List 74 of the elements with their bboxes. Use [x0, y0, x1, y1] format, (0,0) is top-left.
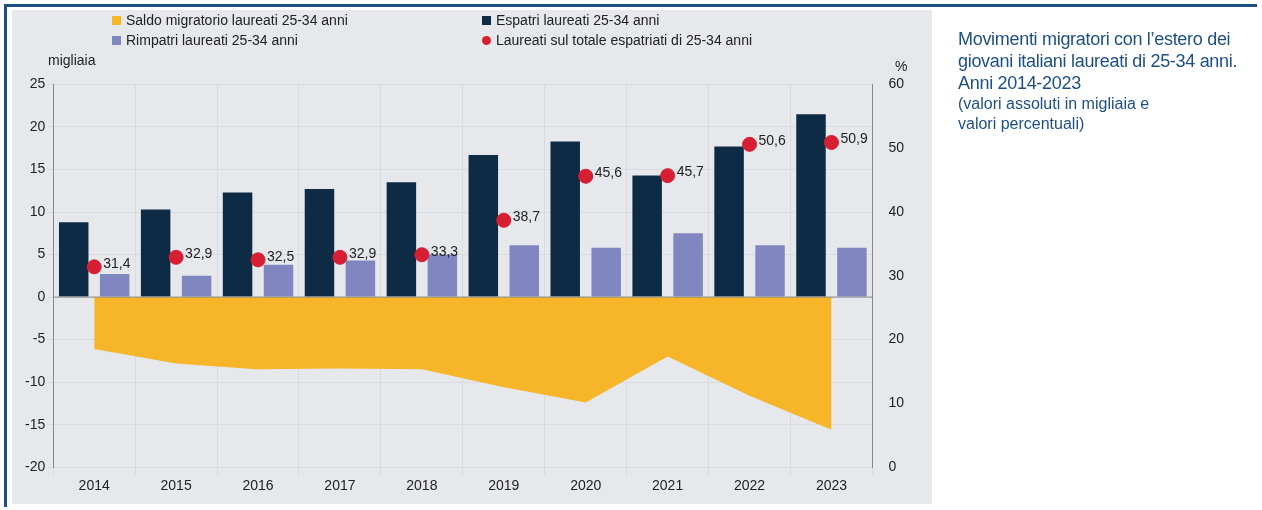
y-tick-label: -15 — [25, 415, 46, 432]
bar — [181, 275, 212, 297]
data-label: 45,6 — [594, 164, 623, 181]
data-label: 50,9 — [840, 130, 868, 147]
y2-tick-label: 20 — [888, 330, 905, 347]
x-tick-label: 2019 — [488, 477, 520, 494]
x-tick-label: 2017 — [324, 477, 356, 494]
y-tick-label: 5 — [37, 245, 46, 262]
x-tick-label: 2015 — [160, 477, 192, 494]
data-label: 32,9 — [185, 245, 213, 262]
y-tick-label: 25 — [29, 75, 46, 92]
point — [250, 252, 266, 268]
x-tick-label: 2021 — [652, 477, 684, 494]
y2-tick-label: 0 — [888, 458, 897, 475]
point — [823, 134, 839, 150]
x-tick-label: 2018 — [406, 477, 438, 494]
data-label: 32,9 — [348, 245, 377, 262]
point — [578, 168, 594, 184]
x-tick-label: 2016 — [242, 477, 274, 494]
text: (valori assoluti in migliaia e valori percentuali) — [958, 94, 1151, 134]
bar — [345, 260, 376, 297]
bar — [714, 146, 744, 297]
data-label: 50,6 — [758, 132, 787, 149]
y-tick-label: 0 — [37, 287, 46, 304]
y-tick-label: 15 — [29, 160, 46, 177]
x-tick-label: 2023 — [815, 477, 848, 494]
legend-label: Rimpatri laureati 25-34 anni — [126, 32, 298, 48]
bar — [468, 155, 499, 297]
data-label: 38,7 — [512, 208, 541, 225]
bar — [140, 209, 171, 297]
y-axis-title: migliaia — [48, 52, 96, 68]
bar — [58, 222, 89, 297]
data-label: 33,3 — [430, 242, 459, 259]
y-tick-label: -5 — [32, 330, 46, 347]
y-tick-label: 10 — [29, 202, 46, 219]
point — [496, 212, 512, 228]
legend-label: Saldo migratorio laureati 25-34 anni — [126, 12, 348, 28]
bar — [591, 247, 621, 297]
x-tick-label: 2022 — [733, 477, 766, 494]
y2-tick-label: 10 — [888, 394, 905, 411]
bar — [755, 245, 785, 297]
data-label: 32,5 — [267, 247, 295, 264]
point — [414, 247, 430, 263]
y2-axis-title: % — [895, 58, 908, 74]
text: Movimenti migratori con l’estero dei giovani italiani laureati di 25-34 anni. Anni 2014-2023 — [958, 28, 1239, 94]
legend-label: Espatri laureati 25-34 anni — [496, 12, 660, 28]
point — [86, 259, 102, 275]
y2-tick-label: 30 — [888, 266, 905, 283]
x-tick-label: 2020 — [570, 477, 602, 494]
y-tick-label: -10 — [25, 372, 46, 389]
x-tick-label: 2014 — [78, 477, 110, 494]
point — [332, 249, 348, 265]
point — [660, 168, 676, 184]
point — [742, 136, 758, 152]
y2-tick-label: 60 — [888, 75, 905, 92]
data-label: 45,7 — [676, 163, 705, 180]
point — [168, 249, 184, 265]
y-tick-label: 20 — [29, 117, 46, 134]
bar — [263, 264, 294, 297]
y-tick-label: -20 — [25, 458, 46, 475]
bar — [673, 233, 703, 297]
legend-label: Laureati sul totale espatriati di 25-34 anni — [496, 32, 753, 48]
data-label: 31,4 — [103, 254, 131, 271]
y2-tick-label: 40 — [888, 202, 905, 219]
bar — [386, 182, 417, 297]
bar — [837, 247, 867, 297]
bar — [99, 274, 130, 297]
bar — [304, 189, 335, 297]
bar — [509, 245, 540, 297]
bar — [796, 114, 826, 297]
bar — [632, 175, 662, 297]
y2-tick-label: 50 — [888, 139, 905, 156]
bar — [550, 141, 580, 297]
bar — [222, 192, 253, 297]
